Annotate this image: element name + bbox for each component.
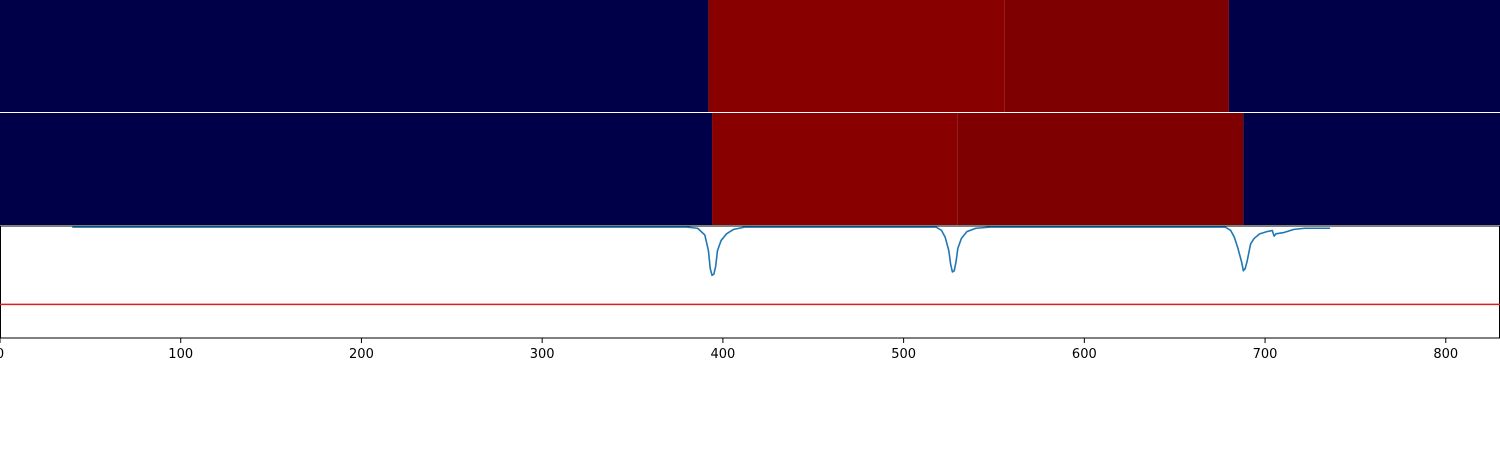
x-tick-label-200: 200 (349, 347, 374, 362)
x-tick-label-400: 400 (710, 347, 735, 362)
x-tick-label-700: 700 (1253, 347, 1278, 362)
heatmap-band-1-segment-3 (1004, 0, 1229, 112)
heatmap-band-2-segment-3 (957, 113, 1244, 225)
heatmap-band-1-segment-2 (708, 0, 1005, 112)
x-tick-label-500: 500 (891, 347, 916, 362)
x-axis: 0 100 200 300 400 500 600 700 800 (0, 338, 1458, 362)
signal-trace-line (72, 226, 1331, 277)
heatmap-band-2-segment-4 (1243, 113, 1500, 225)
x-tick-label-300: 300 (530, 347, 555, 362)
heatmap-bands (0, 0, 1500, 225)
heatmap-band-2-segment-2 (712, 113, 958, 225)
trace-panel (0, 225, 1500, 339)
trace-panel-frame (0, 225, 1500, 339)
heatmap-band-1-segment-1 (0, 0, 709, 112)
heatmap-band-1-segment-4 (1228, 0, 1500, 112)
x-tick-label-0: 0 (0, 347, 4, 362)
x-tick-label-600: 600 (1072, 347, 1097, 362)
x-tick-label-800: 800 (1433, 347, 1458, 362)
x-tick-label-100: 100 (168, 347, 193, 362)
heatmap-band-2-segment-1 (0, 113, 713, 225)
